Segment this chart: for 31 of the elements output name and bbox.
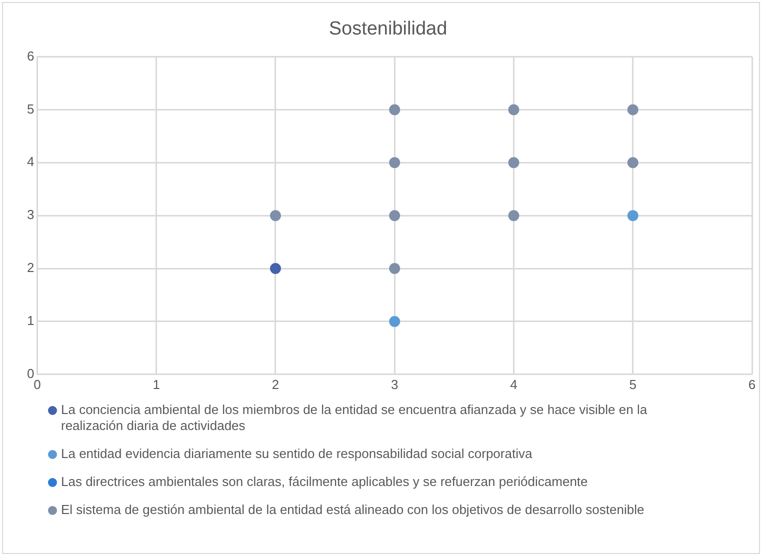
point [389, 210, 400, 222]
x-tick-label: 4 [510, 376, 518, 392]
point [389, 263, 400, 274]
y-tick-label: 4 [26, 154, 34, 170]
x-tick-label: 6 [748, 376, 756, 392]
y-tick-label: 0 [26, 366, 34, 381]
point [627, 104, 638, 116]
x-tick-label: 2 [272, 376, 280, 392]
point [508, 104, 520, 116]
y-tick-label: 5 [26, 101, 34, 116]
legend-label: La entidad evidencia diariamente su sentido de responsabilidad social corporativa [61, 446, 532, 462]
y-tick-label: 6 [26, 48, 34, 64]
point [508, 157, 520, 168]
legend-label: El sistema de gestión ambiental de la entidad está alineado con los objetivos de desarrollo sostenible [61, 502, 644, 518]
point [270, 210, 281, 222]
y-tick-label: 1 [26, 313, 34, 328]
y-tick-label: 2 [26, 260, 34, 276]
point [270, 263, 281, 274]
x-tick-label: 3 [391, 376, 398, 392]
point [508, 210, 520, 222]
point [389, 104, 400, 116]
point [389, 316, 400, 327]
y-tick-label: 3 [26, 207, 34, 222]
x-tick-label: 1 [152, 376, 160, 392]
chart-title: Sostenibilidad [328, 18, 448, 40]
point [627, 157, 638, 168]
legend-label: Las directrices ambientales son claras, fácilmente aplicables y se refuerzan periódicamente [61, 474, 588, 490]
x-tick-label: 5 [629, 376, 636, 392]
point [627, 210, 638, 222]
legend-label: La conciencia ambiental de los miembros de la entidad se encuentra afianzada y se hace visible en la realización diaria de actividades [61, 402, 648, 434]
point [389, 157, 400, 168]
